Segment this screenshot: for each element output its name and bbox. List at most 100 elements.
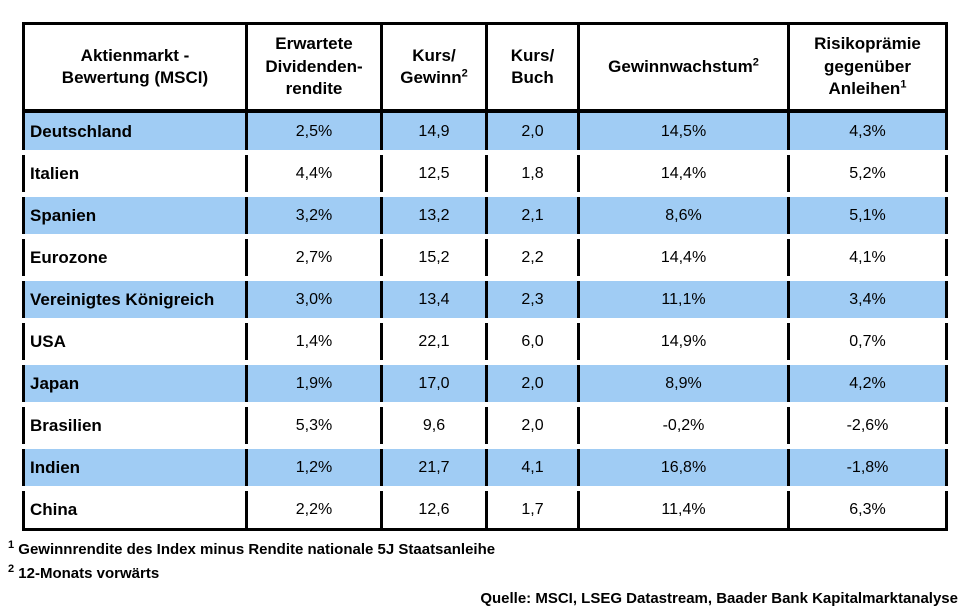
cell-pb: 2,3 — [485, 278, 580, 323]
footnote-1-text: Gewinnrendite des Index minus Rendite na… — [18, 541, 496, 558]
cell-pe: 13,2 — [380, 194, 488, 239]
cell-earnings-growth: 11,1% — [577, 278, 790, 323]
cell-risk-premium: 4,3% — [787, 111, 948, 155]
header-pe-line2: Gewinn — [400, 68, 462, 87]
table-row-usa: USA 1,4% 22,1 6,0 14,9% 0,7% — [22, 320, 948, 365]
row-label: Italien — [22, 152, 248, 197]
row-label: Vereinigtes Königreich — [22, 278, 248, 323]
table-row-china: China 2,2% 12,6 1,7 11,4% 6,3% — [22, 488, 948, 531]
header-cell-pb: Kurs/ Buch — [485, 22, 580, 113]
source-attribution: Quelle: MSCI, LSEG Datastream, Baader Ba… — [480, 590, 958, 607]
cell-dividend-yield: 3,0% — [245, 278, 383, 323]
header-pe-line1: Kurs/ — [412, 45, 456, 65]
header-risk-line3: Anleihen — [828, 79, 901, 99]
header-pe-footnote-mark: 2 — [461, 67, 468, 80]
cell-dividend-yield: 1,2% — [245, 446, 383, 491]
cell-risk-premium: 5,2% — [787, 152, 948, 197]
footnotes: 1 Gewinnrendite des Index minus Rendite … — [8, 538, 958, 611]
cell-dividend-yield: 2,2% — [245, 488, 383, 531]
cell-pb: 2,0 — [485, 404, 580, 449]
header-pb-line1: Kurs/ — [510, 45, 555, 65]
cell-pe: 9,6 — [380, 404, 488, 449]
cell-dividend-yield: 3,2% — [245, 194, 383, 239]
table-row-eurozone: Eurozone 2,7% 15,2 2,2 14,4% 4,1% — [22, 236, 948, 281]
cell-pe: 12,5 — [380, 152, 488, 197]
cell-earnings-growth: 16,8% — [577, 446, 790, 491]
cell-pb: 1,8 — [485, 152, 580, 197]
table-row-vereinigtes-koenigreich: Vereinigtes Königreich 3,0% 13,4 2,3 11,… — [22, 278, 948, 323]
cell-risk-premium: -1,8% — [787, 446, 948, 491]
header-row: Aktienmarkt - Bewertung (MSCI) Erwartete… — [22, 22, 948, 113]
cell-pe: 22,1 — [380, 320, 488, 365]
footnote-2-text: 12-Monats vorwärts — [18, 565, 160, 582]
row-label: Indien — [22, 446, 248, 491]
cell-pe: 21,7 — [380, 446, 488, 491]
cell-pb: 1,7 — [485, 488, 580, 531]
cell-pb: 4,1 — [485, 446, 580, 491]
cell-pe: 13,4 — [380, 278, 488, 323]
cell-risk-premium: 0,7% — [787, 320, 948, 365]
cell-earnings-growth: 14,4% — [577, 152, 790, 197]
header-risk-line1: Risikoprämie — [814, 34, 921, 54]
footnote-2: 2 12-Monats vorwärts — [8, 562, 958, 586]
cell-pe: 14,9 — [380, 111, 488, 155]
cell-earnings-growth: 8,6% — [577, 194, 790, 239]
cell-earnings-growth: 14,4% — [577, 236, 790, 281]
valuation-table: Aktienmarkt - Bewertung (MSCI) Erwartete… — [22, 22, 948, 531]
cell-risk-premium: -2,6% — [787, 404, 948, 449]
cell-pb: 2,0 — [485, 362, 580, 407]
cell-earnings-growth: 14,9% — [577, 320, 790, 365]
row-label: Spanien — [22, 194, 248, 239]
header-market-line1: Aktienmarkt - — [80, 45, 190, 65]
cell-earnings-growth: -0,2% — [577, 404, 790, 449]
cell-earnings-growth: 14,5% — [577, 111, 790, 155]
header-cell-earnings-growth: Gewinnwachstum2 — [577, 22, 790, 113]
cell-dividend-yield: 1,4% — [245, 320, 383, 365]
cell-pe: 17,0 — [380, 362, 488, 407]
row-label: Eurozone — [22, 236, 248, 281]
row-label: USA — [22, 320, 248, 365]
cell-risk-premium: 4,2% — [787, 362, 948, 407]
cell-pb: 2,0 — [485, 111, 580, 155]
table-header: Aktienmarkt - Bewertung (MSCI) Erwartete… — [22, 22, 948, 113]
row-label: Deutschland — [22, 111, 248, 155]
footnote-2-mark: 2 — [8, 563, 15, 575]
table-row-japan: Japan 1,9% 17,0 2,0 8,9% 4,2% — [22, 362, 948, 407]
table-row-italien: Italien 4,4% 12,5 1,8 14,4% 5,2% — [22, 152, 948, 197]
cell-risk-premium: 4,1% — [787, 236, 948, 281]
cell-pb: 2,1 — [485, 194, 580, 239]
header-pb-line2: Buch — [511, 68, 554, 87]
header-risk-footnote-mark: 1 — [900, 78, 907, 91]
row-label: Japan — [22, 362, 248, 407]
header-dividend-line1: Erwartete — [275, 34, 353, 54]
cell-dividend-yield: 2,5% — [245, 111, 383, 155]
cell-dividend-yield: 5,3% — [245, 404, 383, 449]
header-cell-risk-premium: Risikoprämie gegenüber Anleihen1 — [787, 22, 948, 113]
cell-pe: 12,6 — [380, 488, 488, 531]
table-row-indien: Indien 1,2% 21,7 4,1 16,8% -1,8% — [22, 446, 948, 491]
cell-dividend-yield: 1,9% — [245, 362, 383, 407]
cell-risk-premium: 3,4% — [787, 278, 948, 323]
row-label: China — [22, 488, 248, 531]
cell-pe: 15,2 — [380, 236, 488, 281]
header-cell-dividend-yield: Erwartete Dividenden- rendite — [245, 22, 383, 113]
cell-risk-premium: 6,3% — [787, 488, 948, 531]
cell-earnings-growth: 11,4% — [577, 488, 790, 531]
footnote-1: 1 Gewinnrendite des Index minus Rendite … — [8, 538, 958, 562]
header-dividend-line2: Dividenden- — [265, 56, 363, 76]
cell-earnings-growth: 8,9% — [577, 362, 790, 407]
cell-pb: 6,0 — [485, 320, 580, 365]
footnote-1-mark: 1 — [8, 539, 15, 551]
table-row-spanien: Spanien 3,2% 13,2 2,1 8,6% 5,1% — [22, 194, 948, 239]
table-row-deutschland: Deutschland 2,5% 14,9 2,0 14,5% 4,3% — [22, 111, 948, 155]
header-market-line2: Bewertung (MSCI) — [61, 68, 209, 87]
cell-dividend-yield: 2,7% — [245, 236, 383, 281]
cell-risk-premium: 5,1% — [787, 194, 948, 239]
row-label: Brasilien — [22, 404, 248, 449]
header-cell-market: Aktienmarkt - Bewertung (MSCI) — [22, 22, 248, 113]
header-growth-label: Gewinnwachstum — [608, 56, 753, 76]
cell-pb: 2,2 — [485, 236, 580, 281]
cell-dividend-yield: 4,4% — [245, 152, 383, 197]
header-risk-line2: gegenüber — [824, 56, 911, 76]
